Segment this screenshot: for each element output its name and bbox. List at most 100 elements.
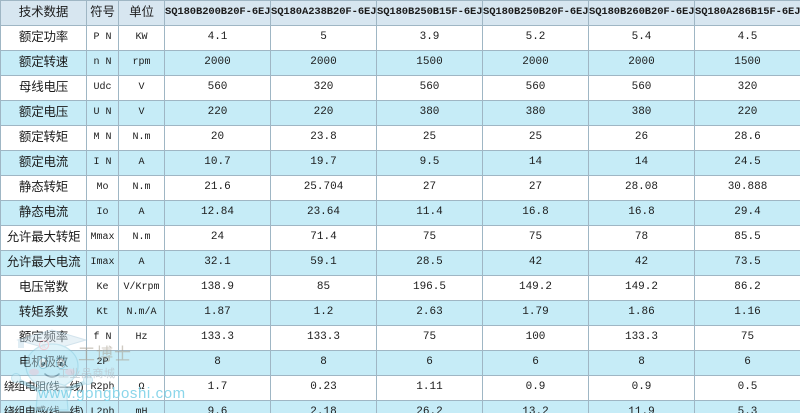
cell-value: 16.8 bbox=[588, 200, 695, 226]
cell-value: 78 bbox=[588, 225, 695, 251]
cell-value: 220 bbox=[270, 100, 377, 126]
row-label: 额定电流 bbox=[0, 150, 87, 176]
row-symbol: U N bbox=[86, 100, 119, 126]
cell-value: 138.9 bbox=[164, 275, 271, 301]
cell-value: 5.3 bbox=[694, 400, 800, 413]
row-unit: A bbox=[118, 150, 165, 176]
cell-value: 75 bbox=[376, 325, 483, 351]
cell-value: 380 bbox=[482, 100, 589, 126]
cell-value: 28.5 bbox=[376, 250, 483, 276]
cell-value: 30.888 bbox=[694, 175, 800, 201]
cell-value: 42 bbox=[482, 250, 589, 276]
cell-value: 5 bbox=[270, 25, 377, 51]
table-row: 允许最大电流 Imax A 32.1 59.1 28.5 42 42 73.5 bbox=[0, 250, 800, 276]
table-row: 额定电压 U N V 220 220 380 380 380 220 bbox=[0, 100, 800, 126]
cell-value: 2.18 bbox=[270, 400, 377, 413]
row-unit: Ω bbox=[118, 375, 165, 401]
row-label: 静态电流 bbox=[0, 200, 87, 226]
row-label: 允许最大转矩 bbox=[0, 225, 87, 251]
cell-value: 2000 bbox=[588, 50, 695, 76]
cell-value: 1.11 bbox=[376, 375, 483, 401]
row-unit: rpm bbox=[118, 50, 165, 76]
cell-value: 0.9 bbox=[588, 375, 695, 401]
cell-value: 23.8 bbox=[270, 125, 377, 151]
row-unit bbox=[118, 350, 165, 376]
cell-value: 11.4 bbox=[376, 200, 483, 226]
cell-value: 25.704 bbox=[270, 175, 377, 201]
cell-value: 75 bbox=[376, 225, 483, 251]
cell-value: 560 bbox=[588, 75, 695, 101]
cell-value: 29.4 bbox=[694, 200, 800, 226]
cell-value: 14 bbox=[482, 150, 589, 176]
header-row: 技术数据 符号 单位 SQ180B200B20F-6EJ SQ180A238B2… bbox=[0, 0, 800, 26]
cell-value: 21.6 bbox=[164, 175, 271, 201]
cell-value: 320 bbox=[270, 75, 377, 101]
cell-value: 1.2 bbox=[270, 300, 377, 326]
table-row: 额定频率 f N Hz 133.3 133.3 75 100 133.3 75 bbox=[0, 325, 800, 351]
cell-value: 149.2 bbox=[588, 275, 695, 301]
cell-value: 380 bbox=[376, 100, 483, 126]
row-unit: V/Krpm bbox=[118, 275, 165, 301]
cell-value: 9.5 bbox=[376, 150, 483, 176]
cell-value: 24.5 bbox=[694, 150, 800, 176]
cell-value: 14 bbox=[588, 150, 695, 176]
cell-value: 1.79 bbox=[482, 300, 589, 326]
cell-value: 1.87 bbox=[164, 300, 271, 326]
cell-value: 28.6 bbox=[694, 125, 800, 151]
row-unit: V bbox=[118, 100, 165, 126]
row-symbol: Mmax bbox=[86, 225, 119, 251]
row-label: 电机极数 bbox=[0, 350, 87, 376]
row-symbol: Ke bbox=[86, 275, 119, 301]
cell-value: 1.86 bbox=[588, 300, 695, 326]
row-label: 额定电压 bbox=[0, 100, 87, 126]
cell-value: 5.4 bbox=[588, 25, 695, 51]
row-symbol: 2P bbox=[86, 350, 119, 376]
row-symbol: f N bbox=[86, 325, 119, 351]
cell-value: 133.3 bbox=[588, 325, 695, 351]
row-symbol: Mo bbox=[86, 175, 119, 201]
cell-value: 6 bbox=[482, 350, 589, 376]
cell-value: 2.63 bbox=[376, 300, 483, 326]
row-label: 允许最大电流 bbox=[0, 250, 87, 276]
cell-value: 4.5 bbox=[694, 25, 800, 51]
table-row: 允许最大转矩 Mmax N.m 24 71.4 75 75 78 85.5 bbox=[0, 225, 800, 251]
cell-value: 8 bbox=[588, 350, 695, 376]
header-model-4: SQ180B250B20F-6EJ bbox=[482, 0, 589, 26]
row-symbol: I N bbox=[86, 150, 119, 176]
cell-value: 73.5 bbox=[694, 250, 800, 276]
row-unit: V bbox=[118, 75, 165, 101]
cell-value: 133.3 bbox=[164, 325, 271, 351]
cell-value: 11.9 bbox=[588, 400, 695, 413]
cell-value: 42 bbox=[588, 250, 695, 276]
cell-value: 560 bbox=[164, 75, 271, 101]
cell-value: 24 bbox=[164, 225, 271, 251]
table-header: 技术数据 符号 单位 SQ180B200B20F-6EJ SQ180A238B2… bbox=[0, 0, 800, 26]
cell-value: 2000 bbox=[164, 50, 271, 76]
row-symbol: Io bbox=[86, 200, 119, 226]
row-symbol: Imax bbox=[86, 250, 119, 276]
row-unit: KW bbox=[118, 25, 165, 51]
row-unit: mH bbox=[118, 400, 165, 413]
table-row: 转矩系数 Kt N.m/A 1.87 1.2 2.63 1.79 1.86 1.16 bbox=[0, 300, 800, 326]
cell-value: 85.5 bbox=[694, 225, 800, 251]
row-unit: N.m bbox=[118, 175, 165, 201]
table-row: 额定功率 P N KW 4.1 5 3.9 5.2 5.4 4.5 bbox=[0, 25, 800, 51]
row-unit: A bbox=[118, 250, 165, 276]
row-label: 额定转速 bbox=[0, 50, 87, 76]
row-label: 额定功率 bbox=[0, 25, 87, 51]
cell-value: 25 bbox=[482, 125, 589, 151]
row-symbol: n N bbox=[86, 50, 119, 76]
row-unit: N.m bbox=[118, 125, 165, 151]
cell-value: 560 bbox=[376, 75, 483, 101]
cell-value: 86.2 bbox=[694, 275, 800, 301]
cell-value: 71.4 bbox=[270, 225, 377, 251]
table-row: 绕组电感(线—线) L2ph mH 9.6 2.18 26.2 13.2 11.9 5.3 bbox=[0, 400, 800, 413]
cell-value: 149.2 bbox=[482, 275, 589, 301]
cell-value: 2000 bbox=[270, 50, 377, 76]
row-label: 电压常数 bbox=[0, 275, 87, 301]
cell-value: 220 bbox=[164, 100, 271, 126]
table-row: 绕组电阻(线—线) R2ph Ω 1.7 0.23 1.11 0.9 0.9 0.5 bbox=[0, 375, 800, 401]
header-tech-data: 技术数据 bbox=[0, 0, 87, 26]
cell-value: 133.3 bbox=[270, 325, 377, 351]
